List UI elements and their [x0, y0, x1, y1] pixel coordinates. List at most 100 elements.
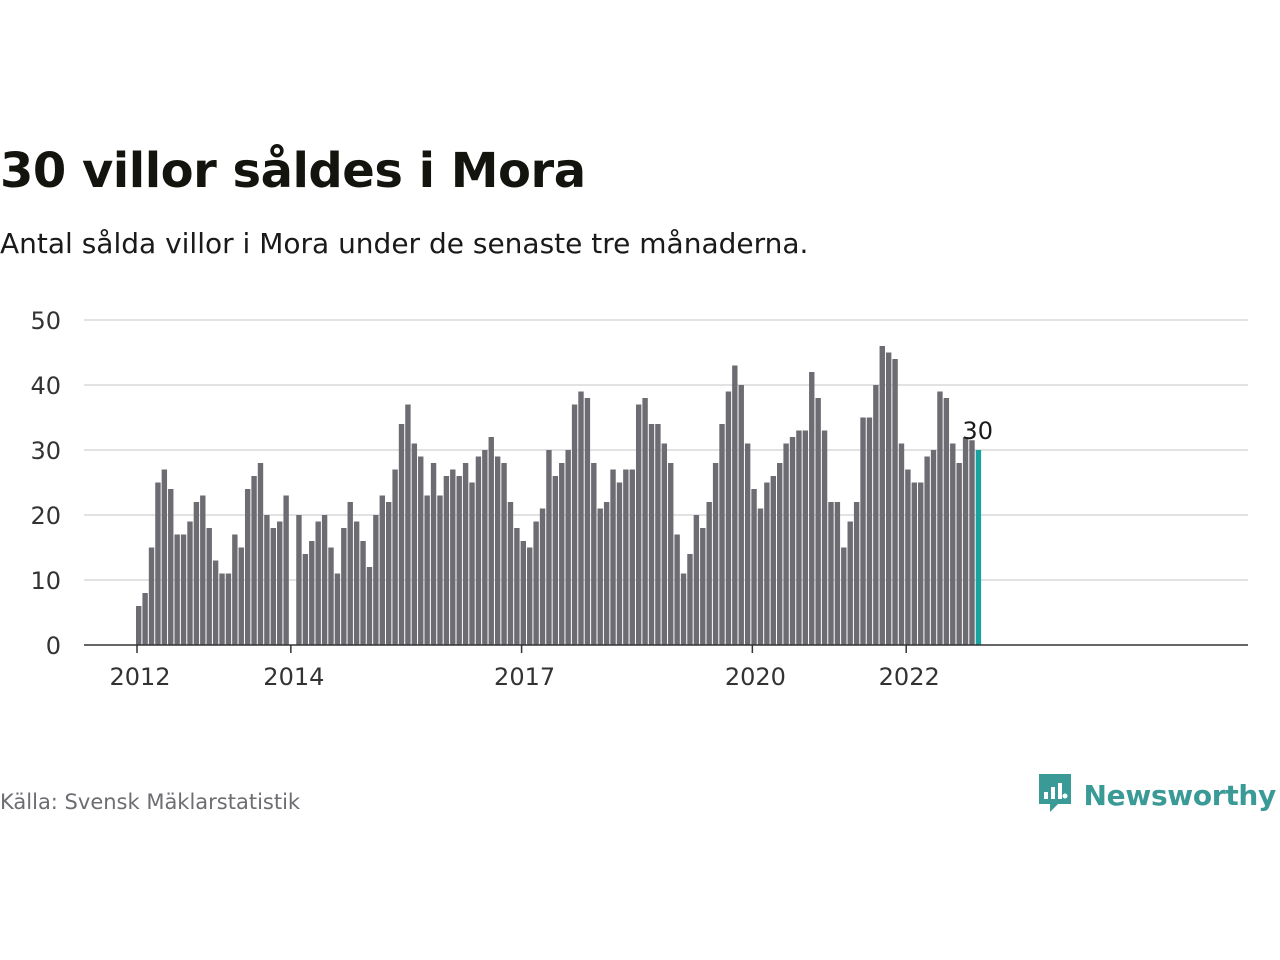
bar — [450, 469, 456, 645]
bar — [501, 463, 507, 645]
bar — [148, 547, 155, 645]
bar — [751, 489, 757, 645]
bar — [687, 554, 693, 645]
annotations: 30 — [962, 417, 993, 445]
bar — [443, 476, 450, 645]
bar — [764, 482, 770, 645]
bar — [353, 521, 360, 645]
x-tick-label: 2012 — [109, 663, 170, 691]
bar — [161, 469, 168, 645]
bar — [437, 495, 443, 645]
x-tick-label: 2022 — [879, 663, 940, 691]
bar — [539, 508, 546, 645]
bar — [732, 365, 738, 645]
bar — [719, 424, 725, 645]
bar — [469, 482, 475, 645]
bar — [674, 534, 680, 645]
bar — [321, 515, 328, 645]
bar — [244, 489, 251, 645]
bar — [841, 547, 847, 645]
bar — [635, 404, 642, 645]
bar — [661, 443, 668, 645]
bar — [206, 528, 212, 645]
bar — [405, 404, 411, 645]
chart-title: 30 villor såldes i Mora — [0, 143, 586, 199]
bar — [911, 482, 918, 645]
bar — [668, 463, 674, 645]
bar — [392, 469, 398, 645]
bar — [706, 502, 712, 645]
brand-name: Newsworthy — [1083, 778, 1277, 812]
bar — [520, 541, 526, 645]
bar — [738, 385, 744, 645]
bar — [789, 437, 796, 645]
bar — [136, 606, 142, 645]
y-tick-label: 50 — [30, 307, 61, 335]
bar — [264, 515, 270, 645]
bar — [309, 541, 315, 645]
y-tick-label: 30 — [30, 437, 61, 465]
bar — [225, 573, 232, 645]
brand-logo[interactable]: Newsworthy — [1036, 772, 1276, 818]
bar — [507, 502, 514, 645]
bar — [770, 476, 776, 645]
bar — [270, 528, 277, 645]
bar — [693, 515, 700, 645]
bar — [616, 482, 623, 645]
bar — [879, 346, 885, 645]
bar — [283, 495, 289, 645]
bar — [885, 352, 892, 645]
bar — [956, 463, 962, 645]
bar — [725, 391, 732, 645]
bar — [559, 463, 565, 645]
bar — [366, 567, 373, 645]
bar — [360, 541, 366, 645]
bar — [898, 443, 905, 645]
bar — [347, 502, 353, 645]
bar — [494, 456, 501, 645]
bar-latest — [975, 450, 982, 645]
bar — [424, 495, 430, 645]
bar-series — [136, 346, 982, 645]
bar-chart: 0 10 20 30 40 50 2012 2014 2017 2020 2022 30 — [30, 307, 1248, 691]
bar — [488, 437, 494, 645]
bar — [514, 528, 520, 645]
bar — [828, 502, 834, 645]
bar — [379, 495, 385, 645]
bar — [712, 463, 719, 645]
bar — [456, 476, 462, 645]
bar — [328, 547, 334, 645]
bar — [924, 456, 930, 645]
bar — [821, 430, 828, 645]
bar — [873, 385, 879, 645]
bar — [809, 372, 815, 645]
bar — [969, 440, 975, 645]
bar — [315, 521, 321, 645]
bar — [411, 443, 418, 645]
bar — [757, 508, 764, 645]
bar — [962, 437, 969, 645]
bar — [950, 443, 956, 645]
bar — [373, 515, 379, 645]
bar — [302, 554, 309, 645]
chart-subtitle: Antal sålda villor i Mora under de senas… — [0, 227, 809, 260]
bar — [930, 450, 937, 645]
newsworthy-logo-icon — [1036, 772, 1074, 818]
bar — [578, 391, 584, 645]
bar — [918, 482, 924, 645]
y-axis-labels: 0 10 20 30 40 50 — [30, 307, 61, 660]
bar — [482, 450, 488, 645]
bar — [610, 469, 616, 645]
bar — [475, 456, 482, 645]
bar — [277, 521, 283, 645]
bar — [860, 417, 866, 645]
bar — [744, 443, 751, 645]
bar — [142, 593, 148, 645]
bar — [700, 528, 706, 645]
x-tick-label: 2017 — [494, 663, 555, 691]
bar — [219, 573, 225, 645]
bar — [155, 482, 161, 645]
bar — [546, 450, 552, 645]
y-tick-label: 20 — [30, 502, 61, 530]
bar — [629, 469, 635, 645]
